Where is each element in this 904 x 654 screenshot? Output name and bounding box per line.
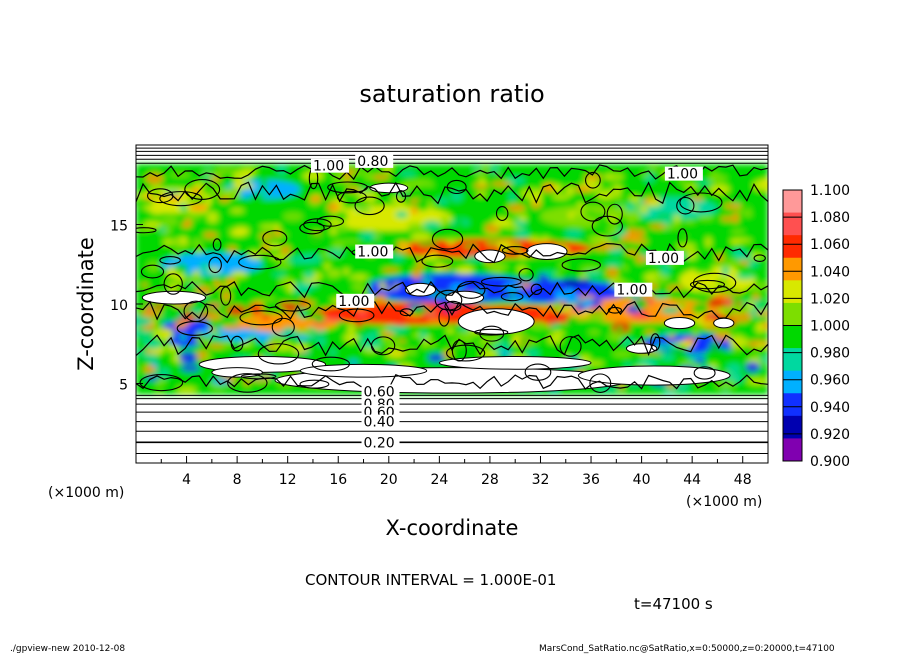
contour-label-bg bbox=[361, 384, 400, 399]
chart-title: saturation ratio bbox=[359, 80, 544, 108]
x-tick-label: 20 bbox=[380, 472, 398, 488]
x-tick-label: 48 bbox=[734, 472, 752, 488]
colorbar-label: 0.960 bbox=[810, 373, 850, 389]
colorbar-swatch bbox=[783, 370, 802, 394]
x-tick-label: 28 bbox=[481, 472, 499, 488]
contour-lines bbox=[136, 147, 768, 454]
contour-label: 1.00 bbox=[616, 283, 647, 299]
x-tick-label: 12 bbox=[279, 472, 297, 488]
plot-area bbox=[136, 145, 768, 463]
colorbar-label: 1.080 bbox=[810, 210, 850, 226]
x-tick-label: 40 bbox=[633, 472, 651, 488]
time-label: t=47100 s bbox=[634, 595, 713, 613]
contour-label: 1.00 bbox=[338, 294, 369, 310]
contour-label: 0.40 bbox=[364, 415, 395, 431]
colorbar-label: 1.060 bbox=[810, 237, 850, 253]
colorbar-swatch bbox=[783, 348, 802, 372]
contour-label-bg bbox=[355, 244, 394, 259]
contour-label-bg bbox=[361, 414, 400, 429]
colorbar-label: 0.940 bbox=[810, 400, 850, 416]
colorbar-swatch bbox=[783, 415, 802, 439]
colorbar: 1.100 1.080 1.060 1.040 1.020 1.000 0.980 0.960… bbox=[782, 183, 850, 470]
colorbar-swatch bbox=[783, 212, 802, 236]
contour-label-bg bbox=[336, 293, 375, 308]
contour-label-bg bbox=[645, 250, 684, 265]
colorbar-label: 1.000 bbox=[810, 319, 850, 335]
contour-label: 1.00 bbox=[357, 245, 388, 261]
y-axis: 5 10 15 bbox=[110, 219, 143, 394]
y-axis-label: Z-coordinate bbox=[74, 237, 98, 371]
x-tick-label: 36 bbox=[582, 472, 600, 488]
contour-label-bg bbox=[614, 282, 653, 297]
colorbar-swatch bbox=[783, 325, 802, 349]
contour-label: 0.80 bbox=[357, 154, 388, 170]
colorbar-label: 1.020 bbox=[810, 291, 850, 307]
contour-label: 1.00 bbox=[313, 159, 344, 175]
contour-label-bg bbox=[310, 158, 349, 173]
contour-label: 0.60 bbox=[364, 384, 395, 400]
y-tick-label: 15 bbox=[110, 219, 128, 235]
contour-labels: 0.801.001.001.001.001.001.000.600.800.60… bbox=[310, 153, 703, 451]
x-axis-label: X-coordinate bbox=[386, 516, 519, 540]
colorbar-swatch bbox=[783, 438, 802, 462]
x-tick-label: 8 bbox=[233, 472, 242, 488]
x-tick-label: 16 bbox=[329, 472, 347, 488]
contour-interval: CONTOUR INTERVAL = 1.000E-01 bbox=[305, 571, 556, 589]
contour-label-bg bbox=[664, 166, 703, 181]
x-tick-label: 32 bbox=[532, 472, 550, 488]
contour-label-bg bbox=[361, 435, 400, 450]
y-tick-label: 5 bbox=[119, 378, 128, 394]
colorbar-swatch bbox=[783, 190, 802, 214]
footer-left: ./gpview-new 2010-12-08 bbox=[10, 644, 125, 654]
colorbar-label: 0.900 bbox=[810, 454, 850, 470]
contour-label: 1.00 bbox=[667, 167, 698, 183]
y-tick-label: 10 bbox=[110, 298, 128, 314]
colorbar-label: 1.100 bbox=[810, 183, 850, 199]
contour-label: 0.20 bbox=[364, 435, 395, 451]
footer-right: MarsCond_SatRatio.nc@SatRatio,x=0:50000,… bbox=[539, 644, 835, 654]
x-tick-label: 4 bbox=[182, 472, 191, 488]
colorbar-swatch bbox=[783, 235, 802, 259]
colorbar-swatch bbox=[783, 302, 802, 326]
contour-label-bg bbox=[355, 153, 394, 168]
x-tick-label: 44 bbox=[683, 472, 701, 488]
x-tick-label: 24 bbox=[430, 472, 448, 488]
colorbar-swatch bbox=[783, 280, 802, 304]
colorbar-label: 0.980 bbox=[810, 346, 850, 362]
colorbar-swatch bbox=[783, 393, 802, 417]
colorbar-label: 0.920 bbox=[810, 427, 850, 443]
x-axis: 4 8 12 16 20 24 28 32 36 40 44 48 bbox=[160, 456, 752, 488]
x-unit-left: (×1000 m) bbox=[48, 485, 124, 501]
x-unit-right: (×1000 m) bbox=[686, 494, 762, 510]
colorbar-swatch bbox=[783, 257, 802, 281]
contour-label: 1.00 bbox=[648, 251, 679, 267]
colorbar-label: 1.040 bbox=[810, 264, 850, 280]
